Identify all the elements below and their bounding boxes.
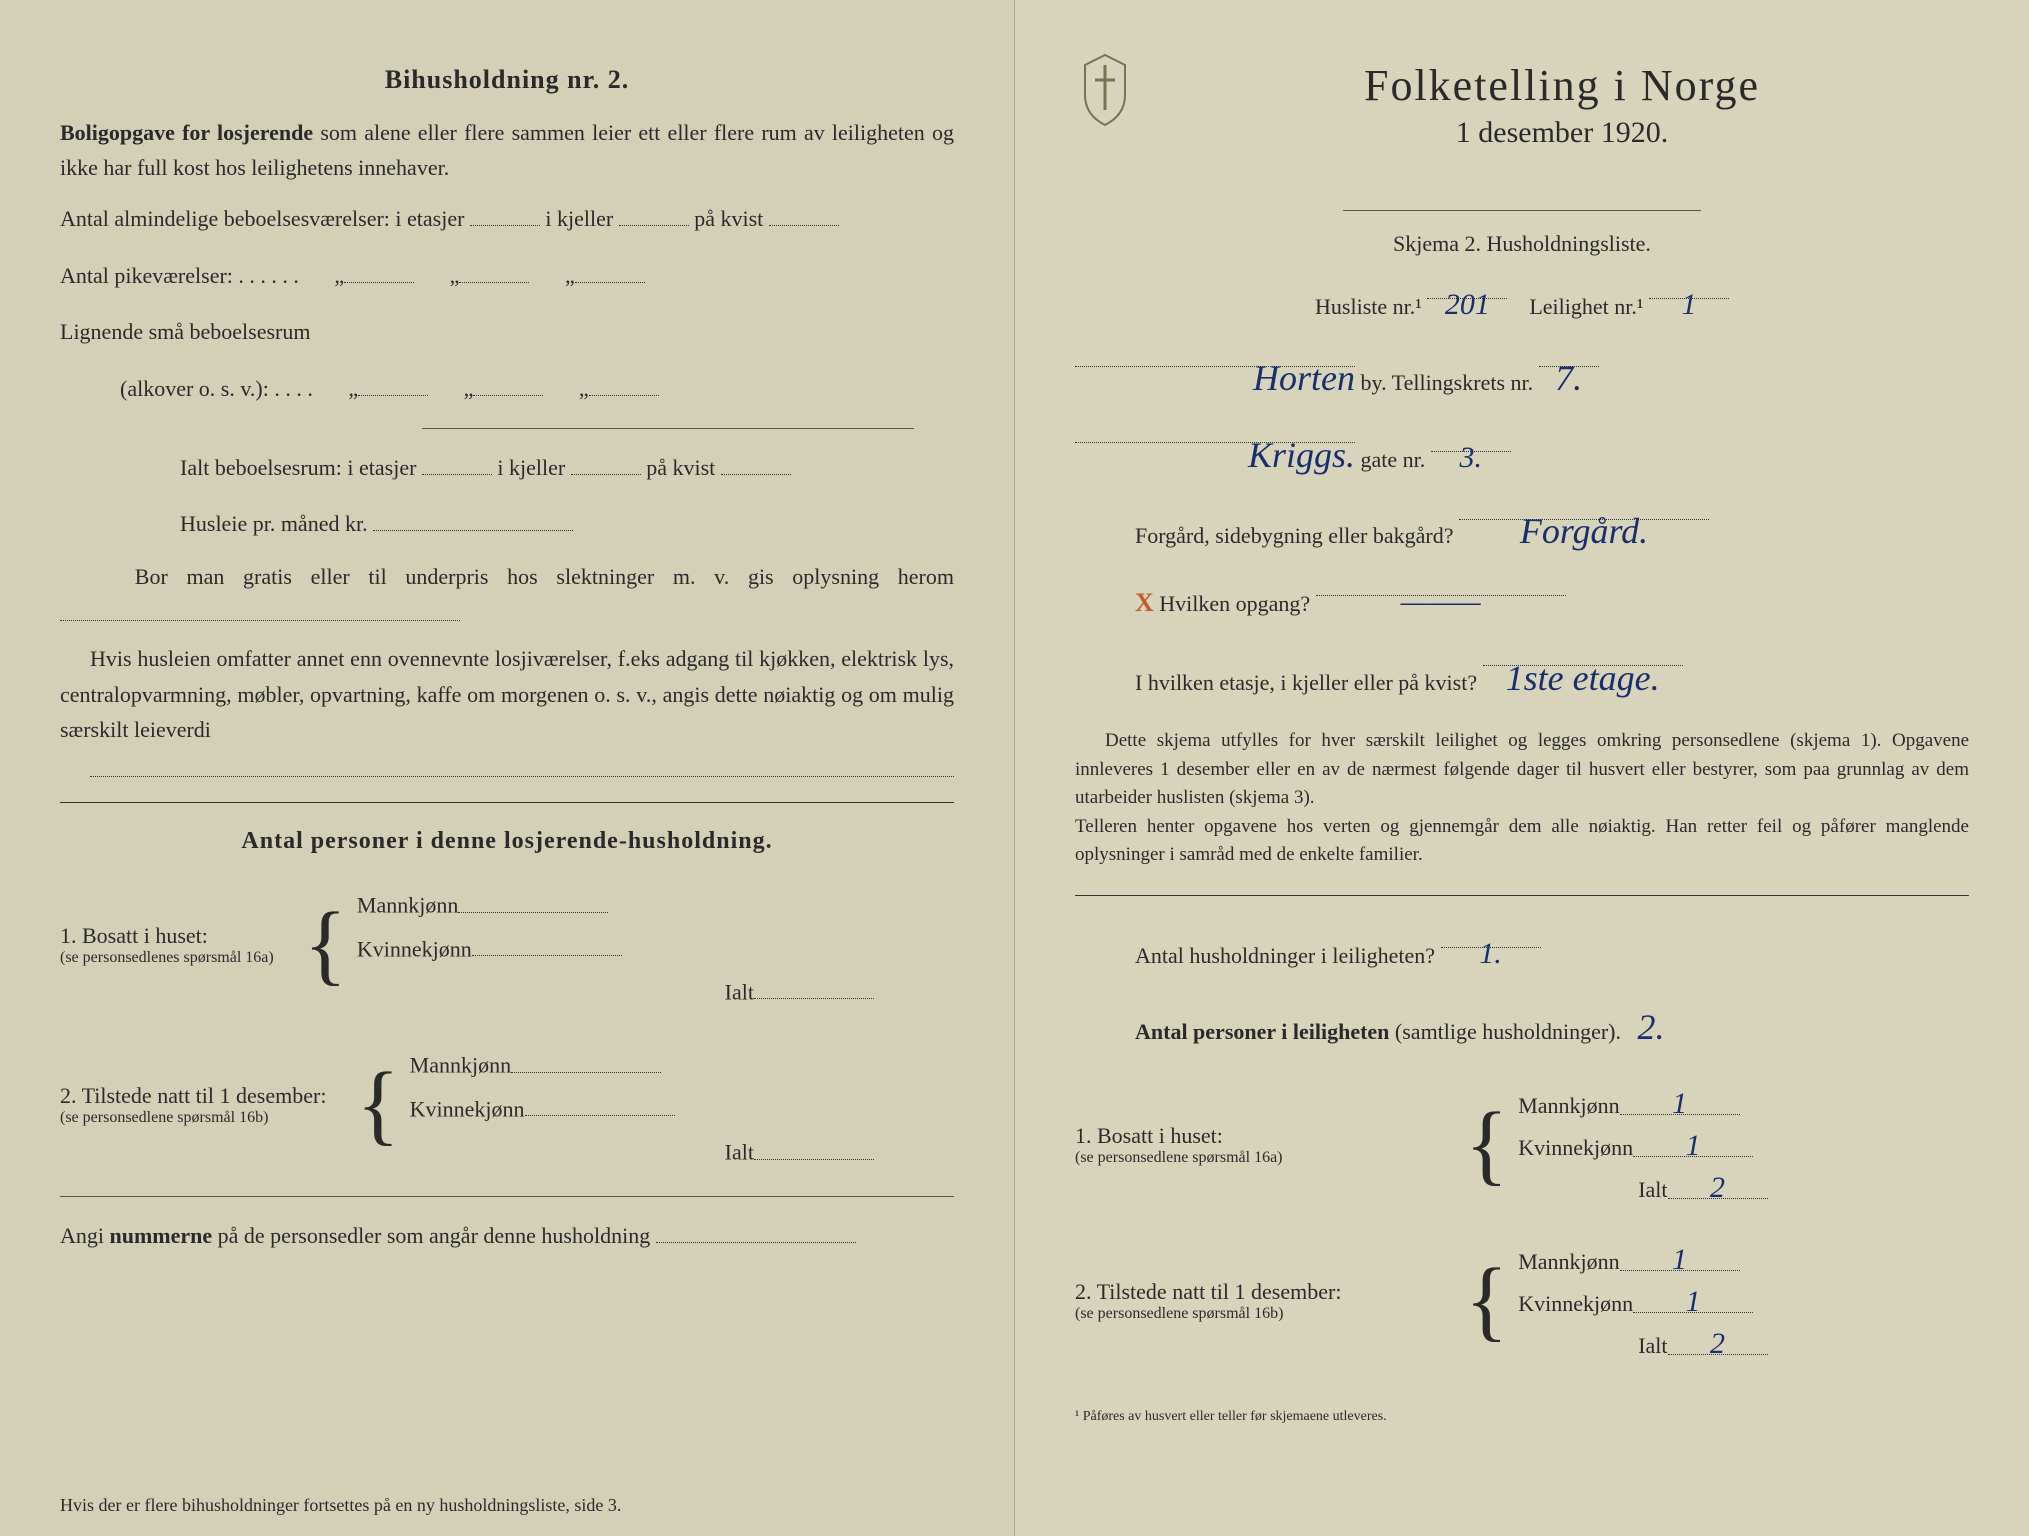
antal-hush-value: 1. [1441, 921, 1541, 948]
husleie-line: Husleie pr. måned kr. [60, 500, 954, 548]
alkover-line: (alkover o. s. v.): . . . . „ „ „ [60, 365, 954, 413]
gate-nr-value: 3. [1431, 425, 1511, 452]
forgard-line: Forgård, sidebygning eller bakgård? Forg… [1075, 492, 1969, 560]
right-page: Folketelling i Norge 1 desember 1920. Sk… [1015, 0, 2029, 1536]
lignende-line: Lignende små beboelsesrum [60, 308, 954, 356]
instructions: Dette skjema utfylles for hver særskilt … [1075, 727, 1969, 870]
gratis-para: Bor man gratis eller til underpris hos s… [60, 559, 954, 632]
intro-bold: Boligopgave for losjerende [60, 120, 313, 145]
bottom-note: Hvis der er flere bihusholdninger fortse… [60, 1495, 954, 1516]
footnote: ¹ Påføres av husvert eller teller før sk… [1075, 1409, 1969, 1425]
antal-pers-line: Antal personer i leiligheten (samtlige h… [1075, 988, 1969, 1067]
main-title: Folketelling i Norge [1075, 60, 1969, 111]
krets-value: 7. [1539, 339, 1599, 366]
q1-ialt-value: 2 [1668, 1171, 1768, 1198]
bracket-icon: { [294, 909, 357, 981]
q2-ialt-value: 2 [1668, 1327, 1768, 1354]
forgard-value: Forgård. [1459, 492, 1709, 519]
q1-label: 1. Bosatt i huset: [60, 923, 274, 949]
husleien-para: Hvis husleien omfatter annet enn ovennev… [60, 641, 954, 747]
bracket-icon: { [1455, 1109, 1518, 1181]
q2-mann-value: 1 [1620, 1243, 1740, 1270]
etasje-value: 1ste etage. [1483, 639, 1683, 666]
antal-pers-value: 2. [1638, 1007, 1665, 1047]
antal-hush-line: Antal husholdninger i leiligheten? 1. [1075, 921, 1969, 980]
right-header: Folketelling i Norge 1 desember 1920. [1075, 50, 1969, 180]
q1-mann-value: 1 [1620, 1087, 1740, 1114]
husliste-line: Husliste nr.¹ 201 Leilighet nr.¹ 1 [1075, 272, 1969, 331]
q2-label: 2. Tilstede natt til 1 desember: [60, 1083, 326, 1109]
q1-sub: (se personsedlenes spørsmål 16a) [60, 949, 274, 967]
q1-kvinne-value: 1 [1633, 1129, 1753, 1156]
blank-kvist [769, 199, 839, 226]
opgang-value: ——— [1316, 569, 1566, 596]
q1-sub: (se personsedlene spørsmål 16a) [1075, 1149, 1435, 1167]
leilighet-value: 1 [1649, 272, 1729, 299]
left-q2-group: 2. Tilstede natt til 1 desember: (se per… [60, 1035, 954, 1175]
date-subtitle: 1 desember 1920. [1075, 116, 1969, 150]
by-value: Horten [1075, 339, 1355, 366]
left-page: Bihusholdning nr. 2. Boligopgave for los… [0, 0, 1015, 1536]
schema-line: Skjema 2. Husholdningsliste. [1075, 231, 1969, 257]
x-mark-icon: X [1135, 588, 1154, 617]
gate-line: Kriggs. gate nr. 3. [1075, 416, 1969, 484]
q1-label: 1. Bosatt i huset: [1075, 1123, 1435, 1149]
gate-value: Kriggs. [1075, 416, 1355, 443]
almindelige-line: Antal almindelige beboelsesværelser: i e… [60, 195, 954, 243]
bracket-icon: { [346, 1069, 409, 1141]
blank-kjeller [619, 199, 689, 226]
census-document: Bihusholdning nr. 2. Boligopgave for los… [0, 0, 2029, 1536]
husliste-value: 201 [1427, 272, 1507, 299]
blank-etasjer [470, 199, 540, 226]
by-line: Horten by. Tellingskrets nr. 7. [1075, 339, 1969, 407]
q2-kvinne-value: 1 [1633, 1285, 1753, 1312]
intro-paragraph: Boligopgave for losjerende som alene ell… [60, 115, 954, 185]
bracket-icon: { [1455, 1265, 1518, 1337]
left-title: Bihusholdning nr. 2. [60, 65, 954, 95]
q2-sub: (se personsedlene spørsmål 16b) [60, 1109, 326, 1127]
pike-line: Antal pikeværelser: . . . . . . „ „ „ [60, 252, 954, 300]
section2-title: Antal personer i denne losjerende-hushol… [60, 828, 954, 855]
right-q1-group: 1. Bosatt i huset: (se personsedlene spø… [1075, 1077, 1969, 1213]
right-q2-group: 2. Tilstede natt til 1 desember: (se per… [1075, 1233, 1969, 1369]
q2-sub: (se personsedlene spørsmål 16b) [1075, 1305, 1435, 1323]
crest-icon [1075, 50, 1135, 142]
ialt-beb-line: Ialt beboelsesrum: i etasjer i kjeller p… [60, 444, 954, 492]
angi-line: Angi nummerne på de personsedler som ang… [60, 1212, 954, 1260]
opgang-line: X Hvilken opgang? ——— [1075, 569, 1969, 631]
etasje-line: I hvilken etasje, i kjeller eller på kvi… [1075, 639, 1969, 707]
left-q1-group: 1. Bosatt i huset: (se personsedlenes sp… [60, 875, 954, 1015]
q2-label: 2. Tilstede natt til 1 desember: [1075, 1279, 1435, 1305]
